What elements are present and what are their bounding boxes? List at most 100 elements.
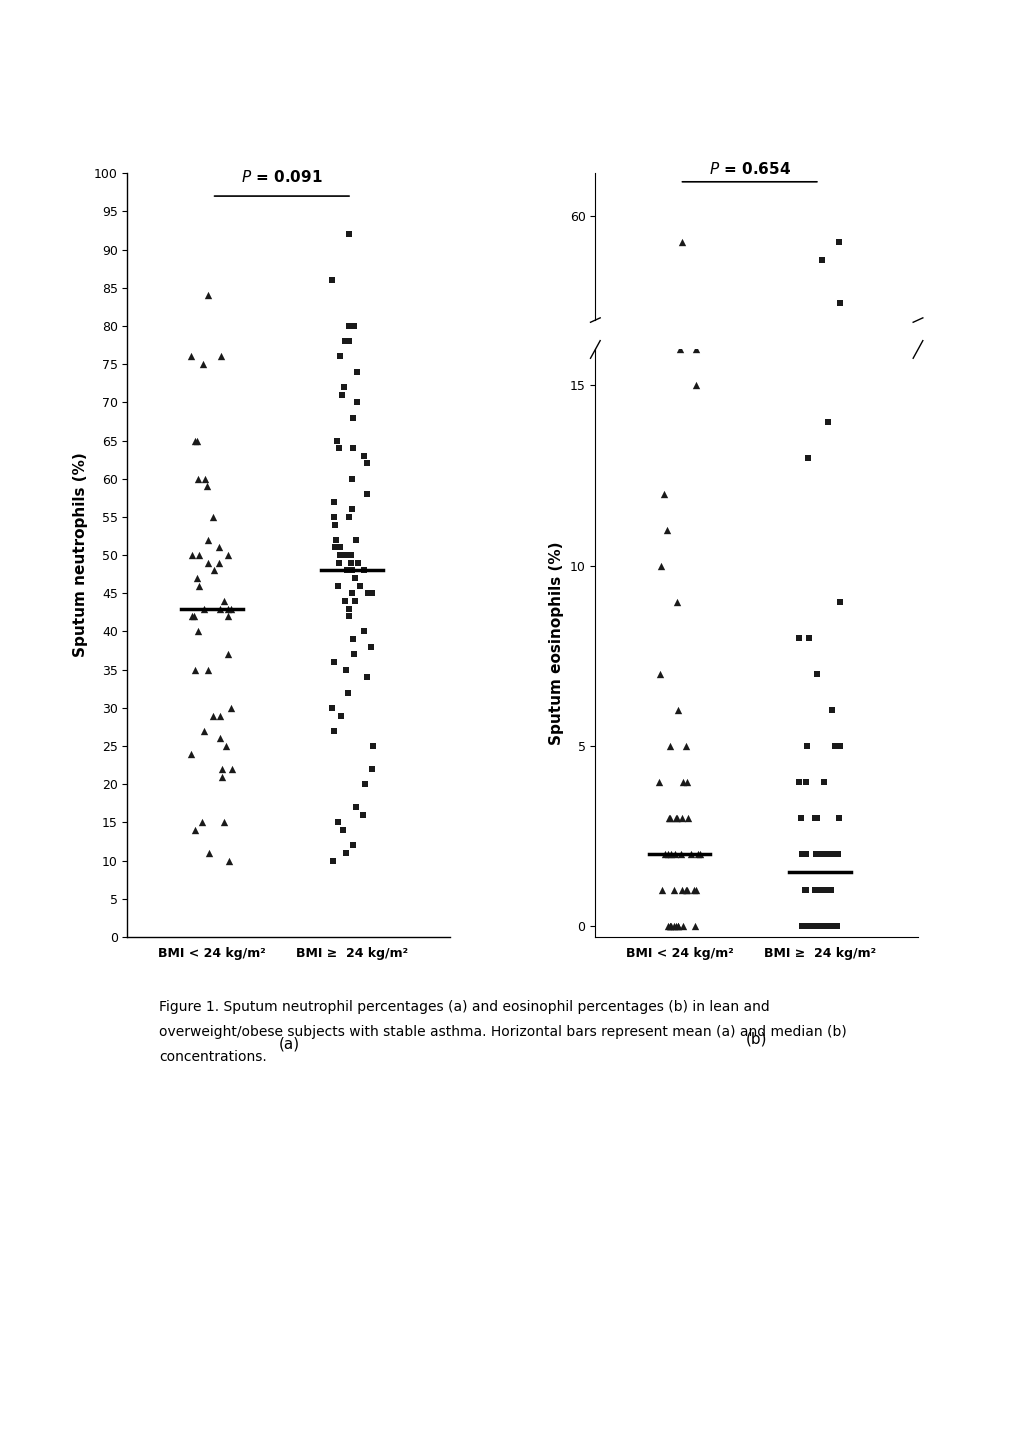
Point: [689, 706, 705, 729]
Point: [677, 734, 693, 758]
Point: [828, 915, 845, 938]
Point: [806, 723, 822, 746]
Text: (a): (a): [278, 1036, 300, 1052]
Point: [812, 706, 828, 729]
Point: [820, 517, 837, 540]
Point: [798, 734, 814, 758]
Point: [820, 706, 837, 729]
Point: [823, 843, 840, 866]
Point: [363, 635, 379, 658]
Point: [651, 662, 667, 685]
Y-axis label: Sputum eosinophils (%): Sputum eosinophils (%): [548, 541, 564, 745]
Point: [197, 468, 213, 491]
Point: [678, 879, 694, 902]
Point: [807, 915, 823, 938]
Point: [672, 338, 688, 361]
Point: [811, 915, 827, 938]
Point: [363, 582, 379, 605]
Point: [651, 688, 667, 711]
Point: [790, 771, 806, 794]
Point: [662, 843, 679, 866]
Point: [808, 915, 824, 938]
Point: [200, 284, 216, 307]
Point: [668, 915, 685, 938]
Point: [206, 558, 222, 582]
Point: [332, 544, 348, 567]
Point: [830, 807, 847, 830]
Point: [806, 915, 822, 938]
Point: [829, 697, 846, 720]
Point: [333, 384, 350, 407]
Point: [674, 714, 690, 737]
Point: [216, 589, 232, 612]
Point: [675, 688, 691, 711]
Point: [195, 352, 211, 375]
Point: [652, 636, 668, 659]
Point: [196, 597, 212, 620]
Point: [335, 375, 352, 398]
Point: [830, 697, 847, 720]
Point: [832, 734, 848, 758]
Point: [797, 879, 813, 902]
Point: [807, 723, 823, 746]
Point: [801, 723, 817, 746]
Point: [661, 723, 678, 746]
Point: [830, 645, 847, 668]
Point: [816, 714, 833, 737]
Point: [200, 658, 216, 681]
Point: [340, 597, 357, 620]
Point: [347, 795, 364, 818]
Point: [815, 723, 832, 746]
Point: [816, 723, 833, 746]
Point: [667, 807, 684, 830]
Point: [220, 605, 236, 628]
Point: [344, 834, 361, 857]
Point: [356, 558, 372, 582]
Point: [679, 697, 695, 720]
Point: [797, 714, 813, 737]
Point: [666, 915, 683, 938]
Point: [808, 807, 824, 830]
Point: [804, 723, 820, 746]
Point: [337, 544, 354, 567]
Point: [219, 597, 235, 620]
Point: [683, 843, 699, 866]
Point: [812, 843, 828, 866]
Point: [825, 723, 842, 746]
Point: [662, 915, 679, 938]
Point: [673, 843, 689, 866]
Point: [325, 719, 341, 742]
Point: [813, 879, 829, 902]
Point: [330, 437, 346, 460]
Point: [355, 620, 371, 644]
Point: [211, 535, 227, 558]
Point: [324, 848, 340, 872]
Point: [815, 688, 832, 711]
Point: [792, 807, 808, 830]
Point: [328, 528, 344, 551]
Point: [794, 723, 810, 746]
Point: [825, 915, 842, 938]
Point: [807, 915, 823, 938]
Point: [680, 550, 696, 573]
Point: [797, 714, 813, 737]
Point: [668, 590, 685, 613]
Point: [801, 654, 817, 677]
Point: [826, 706, 843, 729]
Point: [660, 697, 677, 720]
Point: [808, 662, 824, 685]
Point: [346, 589, 363, 612]
Point: [675, 771, 691, 794]
Point: [211, 597, 227, 620]
Point: [804, 915, 820, 938]
Point: [340, 605, 357, 628]
Point: [217, 734, 233, 758]
Point: [656, 706, 673, 729]
Point: [326, 651, 342, 674]
Point: [807, 879, 823, 902]
Point: [186, 429, 203, 452]
Point: [799, 610, 815, 633]
Point: [812, 714, 828, 737]
Point: [664, 723, 681, 746]
Point: [793, 706, 809, 729]
